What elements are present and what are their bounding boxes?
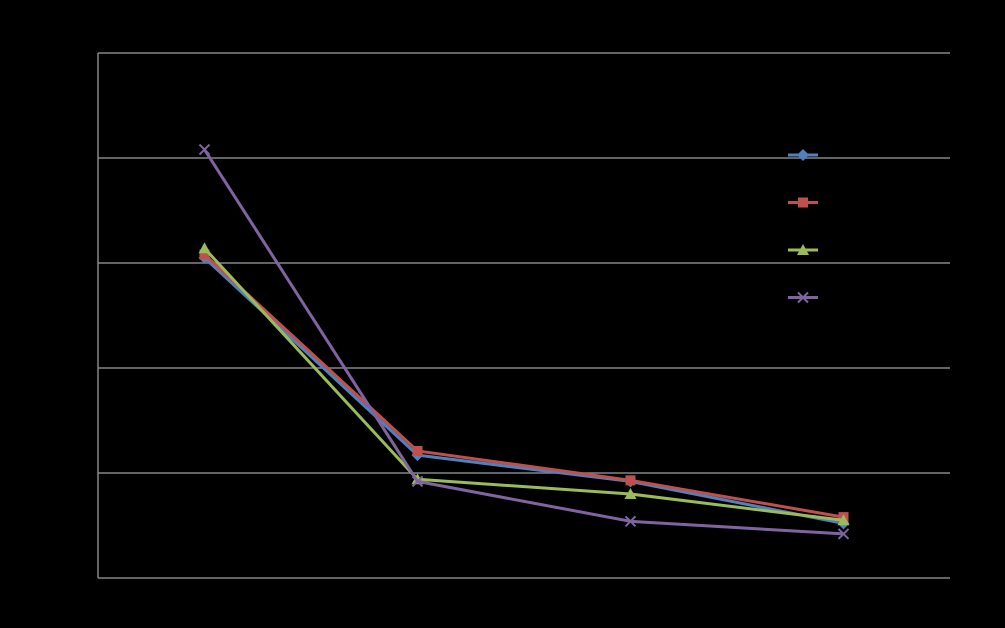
marker bbox=[199, 249, 210, 260]
marker bbox=[797, 244, 809, 255]
marker bbox=[412, 445, 423, 456]
marker bbox=[624, 488, 637, 499]
marker bbox=[797, 149, 809, 161]
marker bbox=[624, 515, 637, 528]
marker bbox=[411, 475, 424, 488]
series-line bbox=[203, 148, 844, 536]
marker bbox=[797, 291, 809, 304]
marker bbox=[837, 528, 850, 540]
marker bbox=[798, 197, 808, 208]
marker bbox=[837, 514, 850, 526]
marker bbox=[625, 475, 636, 486]
marker bbox=[198, 242, 211, 254]
series-line bbox=[203, 256, 844, 525]
series-line bbox=[203, 247, 844, 522]
series-line bbox=[203, 253, 844, 519]
marker bbox=[198, 143, 211, 156]
